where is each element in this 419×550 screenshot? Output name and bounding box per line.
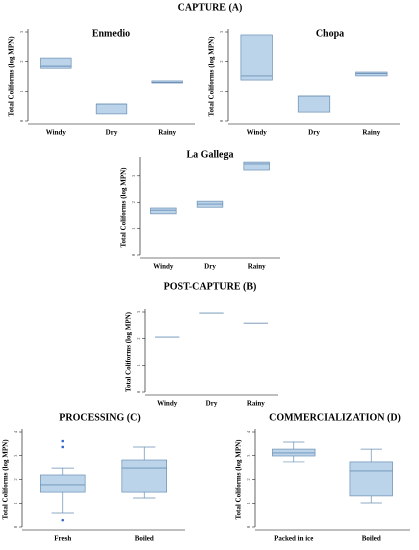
y-tick-label: 1 (219, 90, 224, 92)
y-tick-label: 2 (131, 201, 136, 203)
chart-title: La Gallega (187, 149, 234, 160)
y-tick-label: 3 (19, 30, 24, 33)
y-tick-label: 3 (131, 174, 136, 177)
outlier (61, 518, 65, 522)
y-tick-label: 0 (13, 525, 18, 528)
y-axis-label: Total Coliforms (log MPN) (125, 311, 133, 392)
y-tick-label: 0 (219, 119, 224, 122)
x-tick-label: Rainy (248, 263, 266, 271)
section-heading: CAPTURE (A) (178, 2, 243, 13)
y-tick-label: 2 (19, 61, 24, 63)
y-tick-label: 2 (13, 478, 18, 480)
y-axis-label: Total Coliforms (log MPN) (208, 36, 216, 117)
y-tick-label: 0 (246, 525, 251, 528)
x-tick-label: Dry (206, 400, 218, 408)
y-tick-label: 0 (131, 253, 136, 256)
x-tick-label: Dry (106, 129, 118, 137)
chart-title: PROCESSING (C) (59, 412, 140, 423)
x-tick-label: Windy (46, 129, 67, 137)
y-tick-label: 1 (13, 502, 18, 504)
y-tick-label: 4 (13, 430, 18, 433)
y-tick-label: 0 (19, 119, 24, 122)
y-tick-label: 4 (246, 430, 251, 433)
y-tick-label: 1 (136, 364, 141, 366)
y-axis-label: Total Coliforms (log MPN) (235, 439, 243, 520)
x-tick-label: Rainy (362, 129, 380, 137)
y-tick-label: 1 (19, 90, 24, 92)
y-tick-label: 3 (246, 454, 251, 457)
y-tick-label: 0 (136, 390, 141, 393)
y-tick-label: 1 (131, 227, 136, 229)
box (95, 103, 128, 115)
box (40, 57, 72, 69)
x-tick-label: Rainy (247, 400, 265, 408)
x-tick-label: Packed in ice (274, 535, 313, 543)
box (349, 461, 393, 497)
x-tick-label: Dry (308, 129, 320, 137)
x-tick-label: Windy (247, 129, 268, 137)
box (243, 161, 270, 171)
y-axis-label: Total Coliforms (log MPN) (120, 167, 128, 248)
box (121, 459, 168, 493)
x-tick-label: Windy (157, 400, 178, 408)
box (39, 474, 86, 493)
outlier (61, 445, 65, 449)
y-axis-label: Total Coliforms (log MPN) (2, 439, 10, 520)
y-tick-label: 3 (136, 310, 141, 313)
x-tick-label: Fresh (54, 535, 71, 543)
y-axis-label: Total Coliforms (log MPN) (8, 36, 16, 117)
y-tick-label: 1 (246, 502, 251, 504)
box (150, 207, 177, 215)
outlier (61, 439, 65, 443)
chart-title: COMMERCIALIZATION (D) (269, 412, 401, 423)
box (240, 34, 273, 81)
y-tick-label: 3 (219, 30, 224, 33)
box (297, 95, 331, 113)
y-tick-label: 3 (13, 454, 18, 457)
chart-title: POST-CAPTURE (B) (164, 281, 257, 292)
x-tick-label: Boiled (362, 535, 381, 543)
x-tick-label: Rainy (158, 129, 176, 137)
y-tick-label: 2 (219, 61, 224, 63)
x-tick-label: Boiled (135, 535, 154, 543)
chart-title: Chopa (316, 28, 344, 39)
y-tick-label: 2 (246, 478, 251, 480)
x-tick-label: Dry (204, 263, 216, 271)
chart-title: Enmedio (92, 28, 130, 39)
y-tick-label: 2 (136, 338, 141, 340)
x-tick-label: Windy (153, 263, 174, 271)
